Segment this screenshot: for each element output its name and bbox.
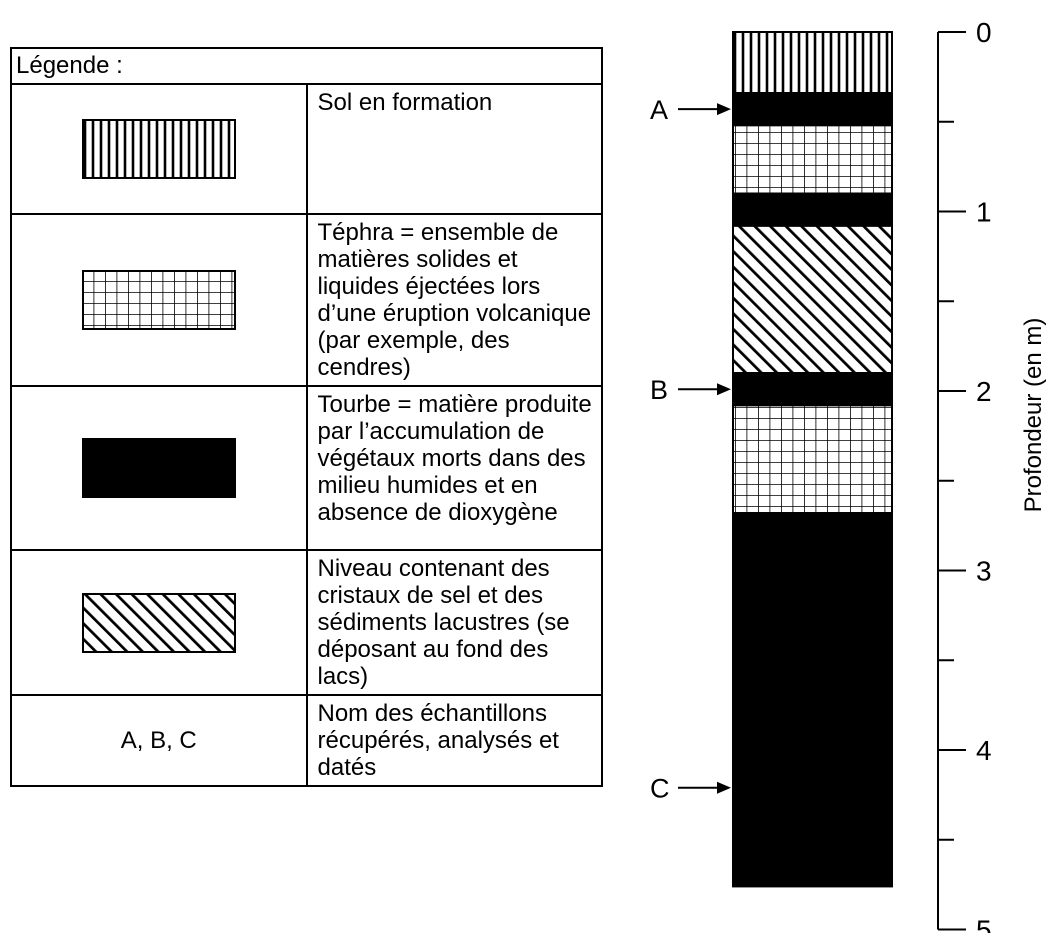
legend-row-lacustrine: Niveau contenant des cristaux de sel et … [10,549,603,696]
legend-swatch-cell [10,213,308,387]
sample-label: C [650,774,670,804]
tick-label: 0 [976,17,992,48]
layer-solid-black [732,512,893,888]
tick-label: 1 [976,197,992,228]
legend-swatch-cell [10,385,308,551]
lacustrine-swatch [81,592,236,653]
peat-swatch [81,438,236,498]
legend-text-tephra: Téphra = ensemble de matières solides et… [305,213,603,387]
layer-grid [732,124,893,195]
tick-label: 3 [976,556,992,587]
layer-solid-black [732,372,893,407]
legend-sample-codes: A, B, C [10,694,308,787]
stratigraphic-column-figure: A B C 0 1 2 3 4 5 [650,17,992,933]
legend-text-soil: Sol en formation [305,83,603,215]
legend-text-samples: Nom des échantillons récupérés, analysés… [305,694,603,787]
layer-vertical-lines [732,31,893,95]
tephra-swatch [81,270,236,330]
legend-title: Légende : [10,47,603,85]
layer-solid-black [732,192,893,227]
tick-label: 5 [976,915,992,933]
layer-grid [732,404,893,515]
layer-solid-black [732,92,893,127]
sample-label: B [650,375,668,405]
legend-row-tephra: Téphra = ensemble de matières solides et… [10,213,603,387]
sample-label: A [650,95,668,125]
sample-arrow-head [717,781,731,794]
legend-swatch-cell [10,549,308,696]
sample-markers: A B C [650,95,731,804]
layer-diagonal-hatch [732,224,893,375]
legend-text-peat: Tourbe = matière produite par l’accumula… [305,385,603,551]
legend-row-peat: Tourbe = matière produite par l’accumula… [10,385,603,551]
tick-label: 2 [976,376,992,407]
sample-arrow-head [717,103,731,116]
depth-axis-label: Profondeur (en m) [1020,317,1047,513]
legend-row-samples: A, B, C Nom des échantillons récupérés, … [10,694,603,787]
legend-swatch-cell [10,83,308,215]
legend-row-soil: Sol en formation [10,83,603,215]
tick-label: 4 [976,735,992,766]
legend-table: Légende : Sol en formation Téphra = ense… [10,47,603,787]
soil-swatch [81,119,236,179]
depth-axis: 0 1 2 3 4 5 [937,17,992,933]
sample-arrow-head [717,383,731,396]
stratigraphic-column [732,31,893,888]
legend-text-lacustrine: Niveau contenant des cristaux de sel et … [305,549,603,696]
